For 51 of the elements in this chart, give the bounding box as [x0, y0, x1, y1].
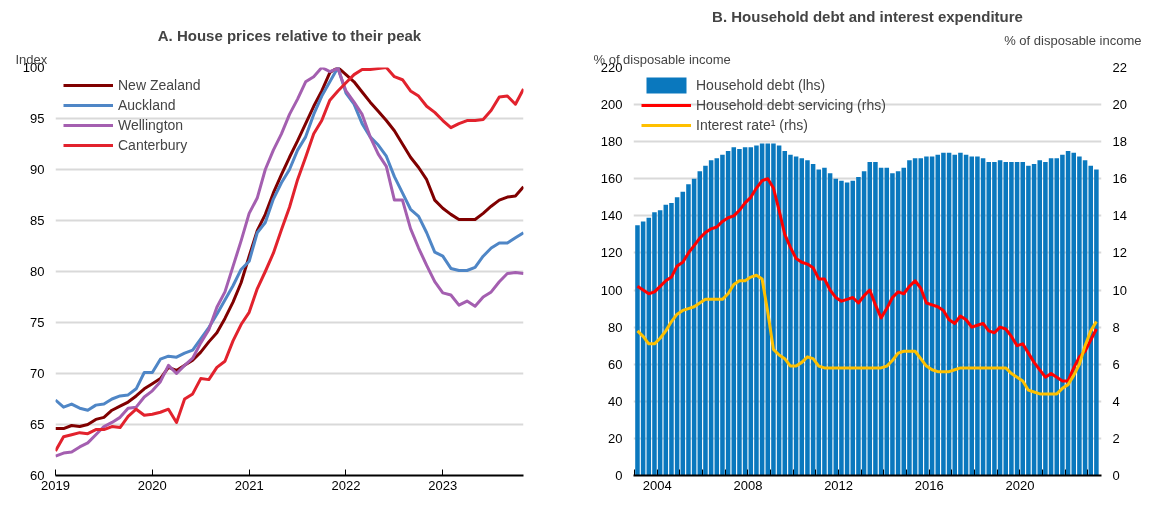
y-tick-label: 95	[30, 111, 45, 126]
y-tick-label: 180	[600, 134, 623, 150]
x-tick-label: 2022	[331, 477, 361, 493]
chart-title: B. Household debt and interest expenditure	[712, 7, 1023, 25]
y2-tick-label: 4	[1112, 393, 1120, 409]
y-tick-label: 60	[608, 356, 623, 372]
y2-tick-label: 8	[1112, 319, 1120, 335]
y2-tick-label: 2	[1112, 430, 1120, 446]
legend-label: Interest rate¹ (rhs)	[696, 117, 809, 133]
legend-label: New Zealand	[118, 77, 201, 93]
y-tick-label: 65	[30, 417, 45, 432]
x-tick-label: 2023	[428, 477, 458, 493]
y-tick-label: 0	[615, 468, 623, 483]
x-tick-label: 2012	[824, 477, 854, 493]
y2-tick-label: 16	[1112, 171, 1127, 187]
legend-label: Household debt (lhs)	[696, 77, 826, 93]
y-tick-label: 85	[30, 213, 45, 228]
y-tick-label: 90	[30, 162, 45, 177]
legend-label: Auckland	[118, 97, 176, 113]
y2-tick-label: 10	[1112, 282, 1127, 298]
y-tick-label: 160	[600, 171, 623, 187]
chart-title: A. House prices relative to their peak	[157, 26, 422, 44]
x-tick-label: 2020	[1005, 477, 1035, 493]
y2-tick-label: 18	[1112, 134, 1127, 150]
y-tick-label: 80	[608, 319, 623, 335]
y2-tick-label: 0	[1112, 468, 1120, 483]
legend-label: Canterbury	[118, 137, 188, 153]
x-tick-label: 2004	[642, 477, 672, 493]
y2-tick-label: 14	[1112, 208, 1127, 224]
y-tick-label: 20	[608, 430, 623, 446]
legend-label: Household debt servicing (rhs)	[696, 97, 886, 113]
x-tick-label: 2020	[137, 477, 167, 493]
y2-axis-title: % of disposable income	[1004, 32, 1142, 48]
y-tick-label: 120	[600, 245, 623, 261]
y-tick-label: 70	[30, 366, 45, 381]
line-series	[635, 273, 1098, 396]
y-tick-label: 40	[608, 393, 623, 409]
line-series	[635, 177, 1098, 383]
y-tick-label: 200	[600, 97, 623, 113]
y2-tick-label: 12	[1112, 245, 1127, 261]
legend-label: Wellington	[118, 117, 184, 133]
y-tick-label: 75	[30, 315, 45, 330]
y2-tick-label: 6	[1112, 356, 1120, 372]
y2-tick-label: 20	[1112, 97, 1127, 113]
y-tick-label: 80	[30, 264, 45, 279]
y2-tick-label: 22	[1112, 60, 1127, 75]
y-tick-label: 140	[600, 208, 623, 224]
x-tick-label: 2008	[733, 477, 763, 493]
y-tick-label: 100	[600, 282, 623, 298]
x-tick-label: 2016	[914, 477, 944, 493]
x-tick-label: 2021	[234, 477, 264, 493]
